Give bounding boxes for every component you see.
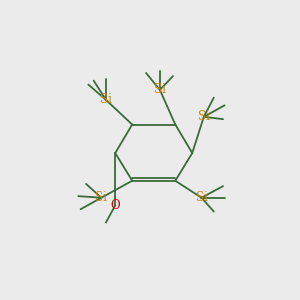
Text: Si: Si bbox=[196, 191, 207, 204]
Text: Si: Si bbox=[198, 110, 210, 123]
Text: Si: Si bbox=[95, 191, 107, 204]
Text: O: O bbox=[110, 199, 120, 212]
Text: Si: Si bbox=[154, 83, 166, 96]
Text: Si: Si bbox=[100, 93, 112, 106]
